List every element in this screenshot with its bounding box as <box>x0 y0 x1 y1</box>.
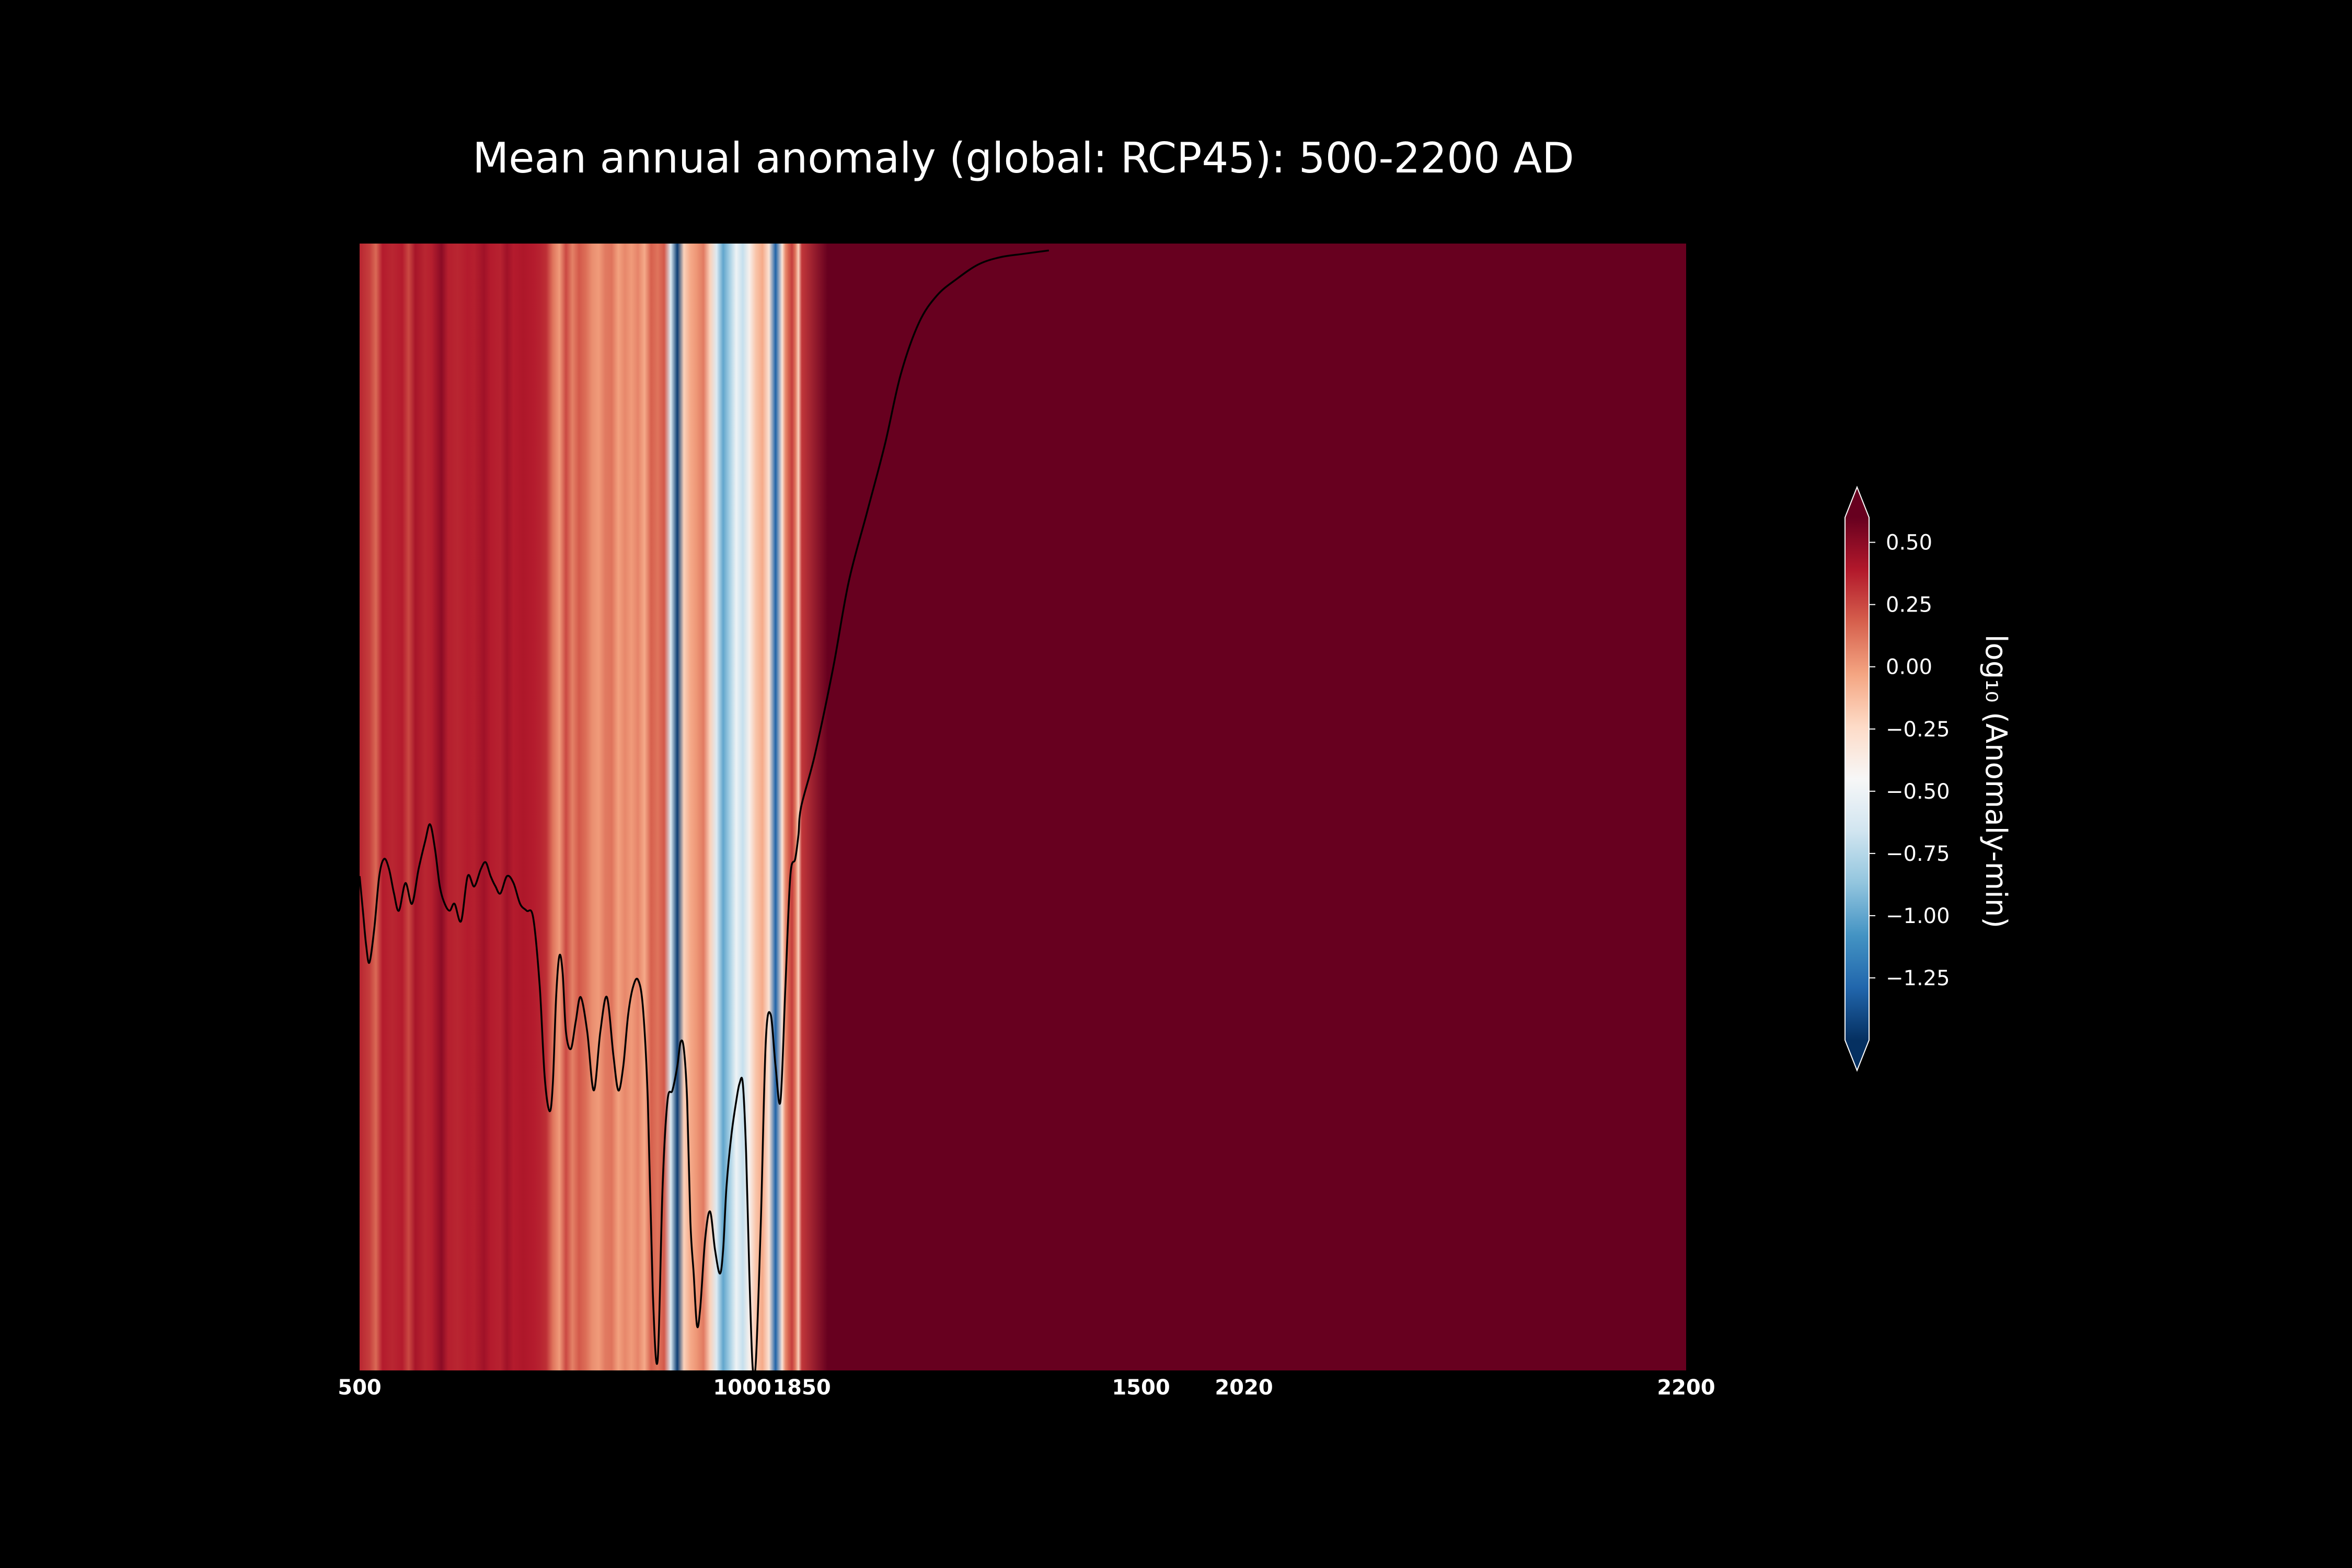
x-tick-label: 1850 <box>773 1376 831 1400</box>
colorbar: 0.50 0.25 0.00 −0.25 −0.50 −0.75 −1.00 −1.25 lo… <box>1844 486 2013 1072</box>
colorbar-tick-label: 0.00 <box>1886 655 1932 679</box>
x-tick-label: 1000 <box>713 1376 771 1400</box>
anomaly-stripes <box>360 244 1686 1370</box>
colorbar-tick-label: −0.75 <box>1886 842 1950 866</box>
x-tick-label: 2020 <box>1215 1376 1273 1400</box>
colorbar-tick-label: −1.25 <box>1886 966 1950 990</box>
colorbar-body <box>1844 486 1870 1072</box>
colorbar-tick-label: 0.50 <box>1886 531 1932 555</box>
x-tick-label: 500 <box>338 1376 382 1400</box>
colorbar-ticks: 0.50 0.25 0.00 −0.25 −0.50 −0.75 −1.00 −1.25 <box>1869 531 1950 990</box>
colorbar-tick-label: −0.25 <box>1886 718 1950 742</box>
colorbar-tick-label: −0.50 <box>1886 780 1950 804</box>
colorbar-tick-label: −1.00 <box>1886 904 1950 928</box>
colorbar-label: log₁₀ (Anomaly-min) <box>1979 635 2013 928</box>
plot-area <box>359 244 1686 1379</box>
x-tick-label: 2200 <box>1657 1376 1715 1400</box>
x-axis-ticks: 500 1000 1500 1850 2020 2200 <box>338 1376 1715 1400</box>
x-tick-label: 1500 <box>1112 1376 1170 1400</box>
chart-title: Mean annual anomaly (global: RCP45): 500… <box>472 134 1574 182</box>
anomaly-line <box>359 249 1050 1379</box>
colorbar-tick-label: 0.25 <box>1886 593 1932 617</box>
